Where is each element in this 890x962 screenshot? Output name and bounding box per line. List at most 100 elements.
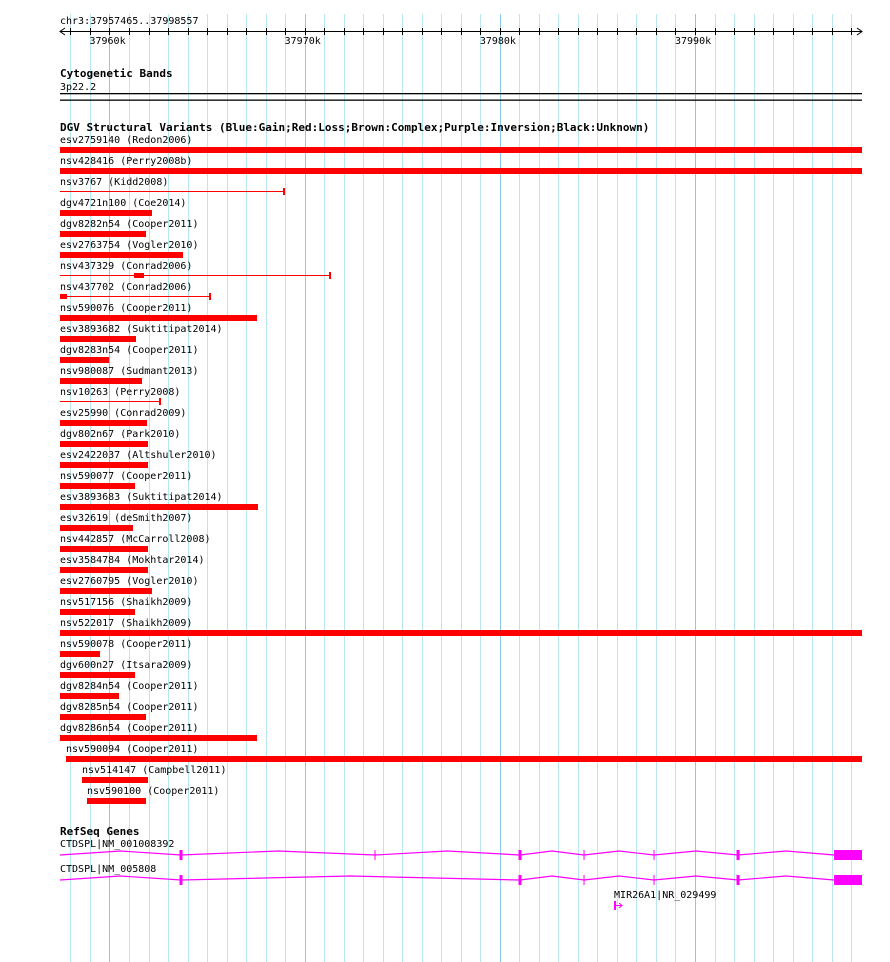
ruler-tick-label: 37990k (675, 36, 711, 47)
variant-feature[interactable]: nsv522017 (Shaikh2009) (60, 618, 862, 636)
variant-feature[interactable]: esv2422037 (Altshuler2010) (60, 450, 217, 468)
variant-bar (60, 588, 153, 594)
variant-feature[interactable]: esv3893682 (Suktitipat2014) (60, 324, 223, 342)
variant-feature[interactable]: nsv590094 (Cooper2011) (65, 744, 863, 762)
variant-bar (60, 252, 184, 258)
scroll-left-arrow-icon (59, 27, 66, 36)
variant-bar (60, 483, 136, 489)
variant-label: nsv590100 (Cooper2011) (87, 786, 219, 797)
variant-label: esv3893682 (Suktitipat2014) (60, 324, 223, 335)
exon (736, 875, 740, 885)
variant-bar (60, 609, 136, 615)
variant-label: esv25990 (Conrad2009) (60, 408, 186, 419)
variant-feature[interactable]: esv32619 (deSmith2007) (60, 513, 192, 531)
exon (736, 850, 740, 860)
variant-label: nsv590077 (Cooper2011) (60, 471, 192, 482)
mirna-exon (614, 901, 617, 910)
exon (583, 875, 585, 885)
exon (653, 875, 655, 885)
variant-feature[interactable]: nsv514147 (Campbell2011) (81, 765, 227, 783)
dgv-track-title: DGV Structural Variants (Blue:Gain;Red:L… (60, 121, 649, 134)
variant-bar (60, 336, 136, 342)
variant-end-tick (283, 188, 286, 195)
variant-label: nsv514147 (Campbell2011) (82, 765, 227, 776)
variant-bar (60, 462, 149, 468)
variant-bar (60, 714, 147, 720)
exon (583, 850, 585, 860)
variant-bar (60, 147, 862, 153)
variant-label: dgv8285n54 (Cooper2011) (60, 702, 198, 713)
variant-label: dgv8286n54 (Cooper2011) (60, 723, 198, 734)
variant-feature[interactable]: nsv590076 (Cooper2011) (60, 303, 258, 321)
variant-feature[interactable]: nsv590100 (Cooper2011) (86, 786, 219, 804)
variant-feature[interactable]: nsv437702 (Conrad2006) (60, 282, 212, 300)
variant-feature[interactable]: esv3893683 (Suktitipat2014) (60, 492, 259, 510)
variant-bar (60, 210, 153, 216)
variant-feature[interactable]: dgv8286n54 (Cooper2011) (60, 723, 258, 741)
variant-feature[interactable]: esv2763754 (Vogler2010) (60, 240, 198, 258)
ruler[interactable]: 37960k 37970k 37980k 37990k (59, 27, 863, 47)
variant-feature[interactable]: dgv802n67 (Park2010) (60, 429, 180, 447)
variant-feature[interactable]: nsv517156 (Shaikh2009) (60, 597, 192, 615)
transcript-label: CTDSPL|NM_005808 (60, 864, 156, 875)
variant-feature[interactable]: esv2759140 (Redon2006) (60, 135, 862, 153)
variant-feature[interactable]: dgv8285n54 (Cooper2011) (60, 702, 198, 720)
variant-label: nsv517156 (Shaikh2009) (60, 597, 192, 608)
variant-bar (60, 441, 149, 447)
variant-feature[interactable]: nsv10263 (Perry2008) (60, 387, 180, 405)
variant-bar (65, 756, 863, 762)
region-label: chr3:37957465..37998557 (60, 16, 198, 27)
transcript-label: CTDSPL|NM_001008392 (60, 839, 174, 850)
mirna-label: MIR26A1|NR_029499 (614, 890, 716, 901)
variant-feature[interactable]: nsv437329 (Conrad2006) (60, 261, 332, 279)
variant-label: nsv522017 (Shaikh2009) (60, 618, 192, 629)
dgv-track: esv2759140 (Redon2006) nsv428416 (Perry20… (60, 135, 863, 804)
scroll-right-arrow-icon (856, 27, 863, 36)
variant-label: esv3893683 (Suktitipat2014) (60, 492, 223, 503)
variant-label: nsv442857 (McCarroll2008) (60, 534, 211, 545)
variant-label: nsv590078 (Cooper2011) (60, 639, 192, 650)
intron-line (59, 875, 835, 881)
variant-span-line (60, 296, 211, 297)
transcript[interactable]: CTDSPL|NM_005808 (59, 864, 862, 885)
variant-bar (60, 630, 862, 636)
variant-core-block (134, 273, 145, 278)
variant-label: esv2422037 (Altshuler2010) (60, 450, 217, 461)
variant-label: nsv590076 (Cooper2011) (60, 303, 192, 314)
exon (653, 850, 655, 860)
variant-feature[interactable]: dgv8283n54 (Cooper2011) (60, 345, 198, 363)
variant-label: dgv8284n54 (Cooper2011) (60, 681, 198, 692)
variant-feature[interactable]: dgv600n27 (Itsara2009) (60, 660, 192, 678)
variant-end-tick (209, 293, 212, 300)
variant-bar (60, 567, 149, 573)
variant-label: esv2759140 (Redon2006) (60, 135, 192, 146)
variant-feature[interactable]: nsv590078 (Cooper2011) (60, 639, 192, 657)
variant-feature[interactable]: dgv8282n54 (Cooper2011) (60, 219, 198, 237)
variant-bar (60, 651, 101, 657)
variant-feature[interactable]: dgv4721n100 (Coe2014) (60, 198, 186, 216)
variant-feature[interactable]: dgv8284n54 (Cooper2011) (60, 681, 198, 699)
variant-label: nsv980087 (Sudmant2013) (60, 366, 198, 377)
mirna-feature[interactable]: MIR26A1|NR_029499 (614, 890, 716, 910)
variant-core-block (60, 294, 68, 299)
variant-feature[interactable]: nsv590077 (Cooper2011) (60, 471, 192, 489)
variant-bar (60, 231, 147, 237)
cytoband-line-top (60, 93, 862, 95)
variant-label: esv2763754 (Vogler2010) (60, 240, 198, 251)
variant-feature[interactable]: esv2760795 (Vogler2010) (60, 576, 198, 594)
transcript[interactable]: CTDSPL|NM_001008392 (59, 839, 862, 860)
variant-label: nsv590094 (Cooper2011) (66, 744, 198, 755)
variant-feature[interactable]: nsv3767 (Kidd2008) (60, 177, 286, 195)
variant-end-tick (159, 398, 162, 405)
variant-feature[interactable]: nsv442857 (McCarroll2008) (60, 534, 211, 552)
variant-feature[interactable]: nsv980087 (Sudmant2013) (60, 366, 198, 384)
variant-feature[interactable]: esv25990 (Conrad2009) (60, 408, 186, 426)
variant-feature[interactable]: nsv428416 (Perry2008b) (60, 156, 862, 174)
variant-bar (60, 525, 134, 531)
variant-bar (60, 693, 120, 699)
variant-label: esv2760795 (Vogler2010) (60, 576, 198, 587)
variant-label: esv3584784 (Mokhtar2014) (60, 555, 205, 566)
variant-feature[interactable]: esv3584784 (Mokhtar2014) (60, 555, 205, 573)
variant-label: dgv8283n54 (Cooper2011) (60, 345, 198, 356)
